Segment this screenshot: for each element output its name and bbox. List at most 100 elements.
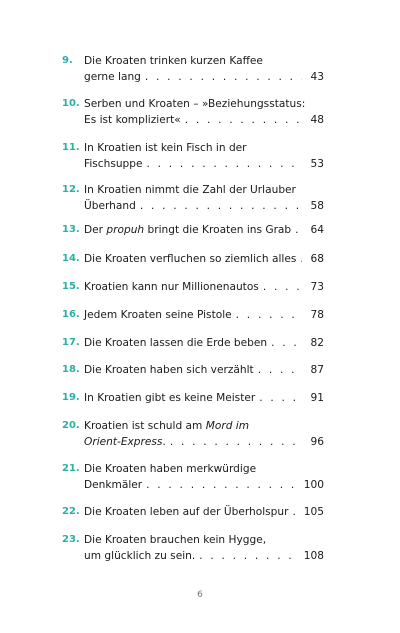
- toc-entry-title: Die Kroaten haben merkwürdige Denkmäler. …: [84, 461, 324, 493]
- toc-entry-title-italic: Orient-Express: [84, 436, 163, 448]
- toc-entry-title: Der propuh bringt die Kroaten ins Grab. …: [84, 222, 324, 238]
- toc-entry-title: Die Kroaten brauchen kein Hygge, um glück…: [84, 532, 324, 564]
- toc-entry-page: 82: [310, 337, 324, 349]
- toc-entry-number: 20.: [62, 420, 80, 431]
- toc-entry-number: 16.: [62, 309, 80, 320]
- toc-entry-title-line: Die Kroaten trinken kurzen Kaffee: [84, 53, 324, 69]
- toc-entry-title-text: Fischsuppe: [84, 156, 143, 172]
- toc-entry-title: In Kroatien nimmt die Zahl der Urlauber Ü…: [84, 182, 324, 214]
- toc-entry-title-line: Serben und Kroaten – »Beziehungsstatus:: [84, 96, 324, 112]
- leader-dots: . . . . . . . . . . . . . . . . . . . . …: [169, 436, 302, 448]
- leader-dots: . . . . . . . . . . . . . . . . . . . . …: [144, 71, 302, 83]
- toc-entry-title-line: Die Kroaten brauchen kein Hygge,: [84, 532, 324, 548]
- leader-dots: . . . . . . . . . . . . . . . . . . . . …: [146, 158, 302, 170]
- toc-entry-title-last: Der: [84, 224, 107, 236]
- toc-entry-title: Die Kroaten leben auf der Überholspur. .…: [84, 504, 324, 520]
- toc-entry-leader-line: In Kroatien gibt es keine Meister. . . .…: [84, 390, 324, 406]
- toc-entry-page: 64: [310, 224, 324, 236]
- toc-entry-leader-line: Fischsuppe. . . . . . . . . . . . . . . …: [84, 156, 324, 172]
- toc-entry-title-last: Denkmäler: [84, 479, 143, 491]
- toc-entry-leader-line: gerne lang. . . . . . . . . . . . . . . …: [84, 69, 324, 85]
- toc-entry-page: 87: [310, 364, 324, 376]
- toc-entry-title-last: Die Kroaten leben auf der Überholspur: [84, 506, 289, 518]
- toc-entry-title-line: Kroatien ist schuld am Mord im: [84, 418, 324, 434]
- toc-entry-number: 15.: [62, 281, 80, 292]
- toc-entry-title-text: In Kroatien nimmt die Zahl der Urlauber: [84, 184, 296, 196]
- toc-entry-title: Die Kroaten verfluchen so ziemlich alles…: [84, 251, 324, 267]
- toc-entry-title-last: Die Kroaten haben sich verzählt: [84, 364, 254, 376]
- toc-entry-title-last: Kroatien kann nur Millionenautos: [84, 281, 259, 293]
- leader-dots: . . . . . . . . . . . . . . . . . . . . …: [184, 114, 302, 126]
- toc-entry-title-last: Fischsuppe: [84, 158, 143, 170]
- toc-entry-number: 23.: [62, 534, 80, 545]
- leader-dots: . . . . . . . . . . . . . . . . . . . . …: [296, 251, 302, 267]
- toc-entry-leader-line: um glücklich zu sein.. . . . . . . . . .…: [84, 548, 324, 564]
- toc-entry-title-text: Die Kroaten verfluchen so ziemlich alles: [84, 251, 296, 267]
- leader-dots: . . . . . . . . . . . . . . . . . . . . …: [146, 479, 298, 491]
- toc-entry-title-text: Die Kroaten lassen die Erde beben: [84, 335, 267, 351]
- toc-entry-title: Die Kroaten trinken kurzen Kaffee gerne l…: [84, 53, 324, 85]
- toc-entry-title-last: Überhand: [84, 200, 136, 212]
- toc-entry-title-text: gerne lang: [84, 69, 141, 85]
- toc-entry-number: 13.: [62, 224, 80, 235]
- toc-entry-leader-line: Die Kroaten leben auf der Überholspur. .…: [84, 504, 324, 520]
- toc-entry-title-suffix: bringt die Kroaten ins Grab: [144, 224, 292, 236]
- toc-entry-title-last: um glücklich zu sein.: [84, 550, 196, 562]
- toc-entry-title-last: Es ist kompliziert«: [84, 114, 181, 126]
- toc-entry-number: 11.: [62, 142, 80, 153]
- leader-dots: . . . . . . . . . . . . . . . . . . . . …: [139, 200, 302, 212]
- toc-entry-title-last: Jedem Kroaten seine Pistole: [84, 309, 232, 321]
- toc-entry-title-text: Denkmäler: [84, 477, 142, 493]
- toc-entry-number: 9.: [62, 55, 73, 66]
- toc-entry-title-text: um glücklich zu sein.: [84, 548, 195, 564]
- toc-entry-leader-line: Denkmäler. . . . . . . . . . . . . . . .…: [84, 477, 324, 493]
- toc-entry-page: 108: [303, 550, 324, 562]
- toc-entry-leader-line: Die Kroaten lassen die Erde beben . . . .…: [84, 335, 324, 351]
- toc-entry-title-text: Kroatien ist schuld am: [84, 420, 206, 432]
- leader-dots: . . . . . . . . . . . . . . . . . . . . …: [271, 337, 302, 349]
- leader-dots: . . . . . . . . . . . . . . . . . . . . …: [292, 506, 298, 518]
- toc-entry-title-text: Es ist kompliziert«: [84, 112, 181, 128]
- toc-entry-title-text: Die Kroaten trinken kurzen Kaffee: [84, 55, 263, 67]
- toc-entry-page: 48: [310, 114, 324, 126]
- leader-dots: . . . . . . . . . . . . . . . . . . . . …: [235, 309, 302, 321]
- toc-entry-title-text: Jedem Kroaten seine Pistole: [84, 307, 232, 323]
- toc-entry-title: Die Kroaten lassen die Erde beben . . . .…: [84, 335, 324, 351]
- toc-entry-title-text: Die Kroaten brauchen kein Hygge,: [84, 534, 267, 546]
- toc-entry-number: 21.: [62, 463, 80, 474]
- toc-entry-leader-line: Jedem Kroaten seine Pistole. . . . . . .…: [84, 307, 324, 323]
- toc-entry-page: 68: [310, 253, 324, 265]
- leader-dots: . . . . . . . . . . . . . . . . . . . . …: [199, 550, 298, 562]
- toc-entry-title: Kroatien ist schuld am Mord im Orient-Exp…: [84, 418, 324, 450]
- toc-entry-leader-line: Der propuh bringt die Kroaten ins Grab. …: [84, 222, 324, 238]
- toc-entry-number: 17.: [62, 337, 80, 348]
- toc-entry-leader-line: Überhand. . . . . . . . . . . . . . . . …: [84, 198, 324, 214]
- toc-entry-title-italic: propuh: [106, 224, 145, 236]
- toc-entry-title-line: In Kroatien ist kein Fisch in der: [84, 140, 324, 156]
- toc-entry-number: 10.: [62, 98, 80, 109]
- page-number: 6: [197, 590, 203, 600]
- toc-entry-page: 53: [310, 158, 324, 170]
- toc-entry-title-suffix: .: [162, 436, 166, 448]
- toc-entry-page: 58: [310, 200, 324, 212]
- toc-entry-title: Kroatien kann nur Millionenautos. . . . …: [84, 279, 324, 295]
- toc-entry-page: 73: [310, 281, 324, 293]
- leader-dots: . . . . . . . . . . . . . . . . . . . . …: [257, 364, 302, 376]
- toc-entry-title-text: Kroatien kann nur Millionenautos: [84, 279, 259, 295]
- toc-entry-title: Jedem Kroaten seine Pistole. . . . . . .…: [84, 307, 324, 323]
- toc-entry-title-last: Die Kroaten verfluchen so ziemlich alles: [84, 253, 297, 265]
- toc-entry-title: Die Kroaten haben sich verzählt. . . . .…: [84, 362, 324, 378]
- toc-entry-page: 91: [310, 392, 324, 404]
- toc-entry-leader-line: Die Kroaten haben sich verzählt. . . . .…: [84, 362, 324, 378]
- toc-entry-page: 96: [310, 436, 324, 448]
- toc-entry-title-text: Überhand: [84, 198, 136, 214]
- toc-entry-title-last: gerne lang: [84, 71, 141, 83]
- toc-entry-number: 14.: [62, 253, 80, 264]
- toc-entry-title-last: In Kroatien gibt es keine Meister: [84, 392, 256, 404]
- leader-dots: . . . . . . . . . . . . . . . . . . . . …: [262, 281, 302, 293]
- toc-entry-leader-line: Die Kroaten verfluchen so ziemlich alles…: [84, 251, 324, 267]
- toc-entry-title-line: Die Kroaten haben merkwürdige: [84, 461, 324, 477]
- toc-entry-number: 12.: [62, 184, 80, 195]
- toc-entry-leader-line: Kroatien kann nur Millionenautos. . . . …: [84, 279, 324, 295]
